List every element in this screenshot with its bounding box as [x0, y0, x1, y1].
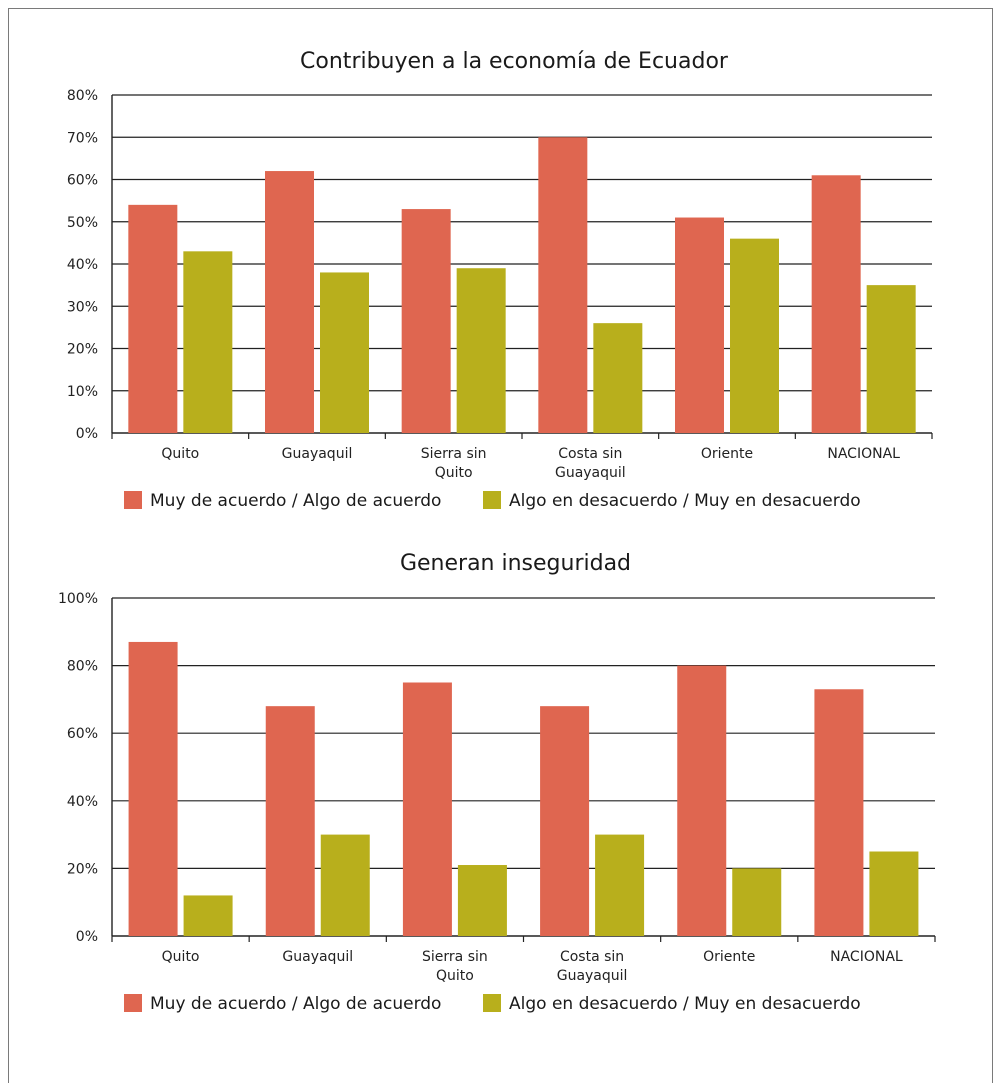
y-tick-label: 30% — [67, 299, 98, 315]
legend-swatch — [483, 994, 501, 1012]
bar-disagree — [595, 834, 645, 936]
y-tick-label: 60% — [67, 173, 98, 189]
bar-agree — [538, 137, 588, 433]
legend-label: Muy de acuerdo / Algo de acuerdo — [150, 994, 441, 1014]
y-tick-label: 10% — [67, 384, 98, 400]
y-tick-label: 70% — [67, 130, 98, 146]
bar-agree — [401, 209, 451, 433]
legend-swatch — [124, 491, 142, 509]
bar-disagree — [183, 895, 233, 936]
x-category-label: Guayaquil — [282, 446, 353, 462]
y-tick-label: 20% — [67, 342, 98, 358]
x-category-label: Oriente — [701, 446, 753, 462]
y-tick-label: 60% — [67, 726, 98, 742]
figure-frame — [8, 8, 993, 1083]
x-category-label: Guayaquil — [555, 465, 626, 481]
bar-agree — [675, 217, 724, 433]
bar-disagree — [593, 323, 643, 433]
chart-title: Contribuyen a la economía de Ecuador — [300, 49, 729, 74]
bar-agree — [265, 706, 315, 936]
x-category-label: Quito — [162, 949, 200, 965]
bar-agree — [128, 204, 178, 433]
y-tick-label: 20% — [67, 861, 98, 877]
bar-disagree — [320, 834, 370, 936]
bar-agree — [402, 682, 452, 936]
legend-swatch — [483, 491, 501, 509]
legend-swatch — [124, 994, 142, 1012]
bar-agree — [811, 175, 861, 433]
legend-label: Algo en desacuerdo / Muy en desacuerdo — [509, 491, 861, 511]
bar-agree — [265, 171, 314, 434]
y-tick-label: 50% — [67, 215, 98, 231]
bar-disagree — [866, 285, 916, 433]
bar-agree — [677, 665, 727, 936]
x-category-label: Costa sin — [560, 949, 624, 965]
bar-agree — [814, 689, 864, 936]
bar-disagree — [320, 272, 369, 433]
y-tick-label: 40% — [67, 257, 98, 273]
x-category-label: Guayaquil — [557, 968, 628, 984]
legend-label: Muy de acuerdo / Algo de acuerdo — [150, 491, 441, 511]
bar-disagree — [869, 851, 919, 936]
y-tick-label: 80% — [67, 659, 98, 675]
bar-disagree — [183, 251, 233, 433]
bar-agree — [540, 706, 590, 936]
x-category-label: Sierra sin — [422, 949, 488, 965]
x-category-label: Guayaquil — [282, 949, 353, 965]
x-category-label: NACIONAL — [830, 949, 903, 965]
bar-disagree — [732, 868, 782, 936]
bar-disagree — [456, 268, 506, 433]
y-tick-label: 40% — [67, 794, 98, 810]
y-tick-label: 0% — [76, 929, 98, 945]
x-category-label: Quito — [436, 968, 474, 984]
x-category-label: Quito — [161, 446, 199, 462]
y-tick-label: 80% — [67, 88, 98, 104]
y-tick-label: 100% — [58, 591, 98, 607]
x-category-label: Oriente — [703, 949, 755, 965]
bar-disagree — [457, 865, 507, 936]
bar-disagree — [730, 238, 779, 433]
x-category-label: NACIONAL — [827, 446, 900, 462]
x-category-label: Quito — [435, 465, 473, 481]
chart-title: Generan inseguridad — [400, 551, 631, 576]
y-tick-label: 0% — [76, 426, 98, 442]
bar-agree — [128, 641, 178, 936]
x-category-label: Sierra sin — [421, 446, 487, 462]
x-category-label: Costa sin — [558, 446, 622, 462]
legend-label: Algo en desacuerdo / Muy en desacuerdo — [509, 994, 861, 1014]
